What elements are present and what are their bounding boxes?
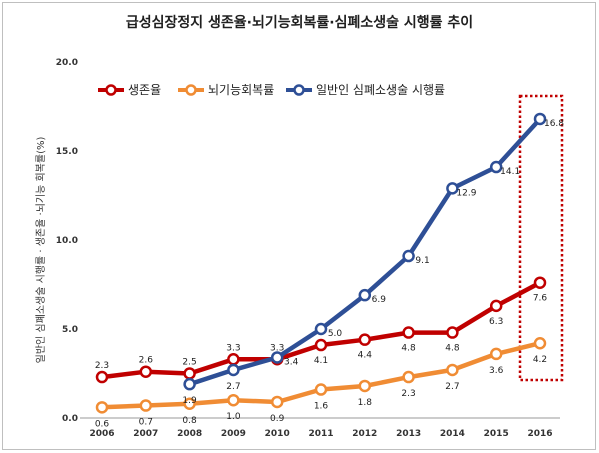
data-label: 4.8 — [445, 344, 460, 354]
legend-marker — [185, 84, 197, 96]
data-label: 1.0 — [226, 412, 241, 422]
data-label: 3.3 — [270, 343, 284, 353]
data-point — [139, 399, 153, 412]
data-label: 4.8 — [401, 344, 416, 354]
data-label: 3.6 — [489, 366, 504, 376]
data-point — [446, 326, 459, 339]
data-label: 2.3 — [95, 361, 109, 371]
data-point — [402, 326, 415, 339]
data-point — [270, 395, 284, 409]
data-point — [446, 182, 459, 195]
chart-title: 급성심장정지 생존율·뇌기능회복률·심폐소생술 시행률 추이 — [125, 15, 474, 31]
y-tick-label: 10.0 — [56, 236, 78, 246]
data-label: 1.6 — [314, 402, 329, 412]
data-point — [533, 336, 547, 350]
data-label: 0.6 — [95, 419, 110, 429]
data-point — [183, 367, 196, 380]
data-label: 6.9 — [372, 295, 387, 305]
data-point — [358, 379, 372, 393]
data-label: 0.8 — [182, 416, 197, 426]
x-tick-label: 2015 — [484, 429, 509, 439]
data-label: 2.3 — [401, 389, 415, 399]
data-label: 4.2 — [533, 355, 547, 365]
data-label: 14.1 — [500, 167, 520, 177]
y-tick-label: 0.0 — [62, 414, 78, 424]
axes: 0.0 5.0 10.0 15.0 20.0 2006 2007 2008 2009 2010 20… — [35, 58, 560, 439]
x-tick-label: 2007 — [133, 429, 158, 439]
data-point — [95, 370, 109, 384]
data-label: 2.5 — [182, 358, 196, 368]
data-label: 4.4 — [358, 351, 373, 361]
data-label: 2.6 — [139, 356, 154, 366]
data-label: 5.0 — [328, 329, 343, 339]
data-label: 3.3 — [226, 343, 240, 353]
data-point — [402, 370, 415, 384]
x-tick-label: 2012 — [352, 429, 377, 439]
data-label: 2.7 — [445, 382, 459, 392]
data-point — [314, 338, 328, 352]
legend: 생존율 뇌기능회복률 일반인 심폐소생술 시행률 — [98, 82, 445, 97]
legend-label: 뇌기능회복률 — [208, 83, 274, 97]
data-point — [489, 299, 503, 313]
x-tick-label: 2013 — [396, 429, 421, 439]
highlight-layer — [518, 94, 564, 382]
data-label: 6.3 — [489, 317, 503, 327]
data-label: 1.8 — [358, 398, 373, 408]
data-point — [227, 353, 240, 366]
x-tick-label: 2014 — [440, 429, 465, 439]
series-line — [101, 341, 541, 410]
data-point — [489, 160, 503, 174]
data-label: 2.7 — [226, 382, 240, 392]
data-label: 1.9 — [182, 396, 197, 406]
x-tick-label: 2011 — [308, 429, 333, 439]
data-point — [402, 249, 415, 263]
data-label: 0.7 — [139, 418, 153, 428]
x-tick-label: 2009 — [221, 429, 246, 439]
data-point — [139, 365, 153, 378]
x-tick-label: 2010 — [265, 429, 290, 439]
x-tick-label: 2006 — [89, 429, 114, 439]
data-label: 4.1 — [314, 356, 328, 366]
data-labels-layer: 2.3 2.6 2.5 3.3 3.3 4.1 4.4 4.8 4.8 6.3 7.6 0.6 0.7 0… — [95, 119, 564, 429]
data-point — [183, 377, 196, 391]
data-point — [533, 276, 547, 289]
legend-label: 생존율 — [128, 83, 161, 97]
y-tick-label: 5.0 — [62, 325, 78, 335]
x-tick-label: 2008 — [177, 429, 202, 439]
data-point — [227, 393, 240, 407]
y-tick-label: 15.0 — [56, 147, 78, 157]
data-point — [314, 322, 328, 336]
data-label: 3.4 — [284, 357, 299, 367]
data-point — [358, 333, 372, 346]
data-point — [446, 363, 459, 377]
data-label: 12.9 — [456, 188, 476, 198]
data-label: 0.9 — [270, 414, 285, 424]
data-label: 7.6 — [533, 294, 548, 304]
legend-marker — [105, 84, 117, 96]
y-axis-label: 일반인 심폐소생술 시행률 · 생존율 ·뇌기능 회복률(%) — [35, 137, 47, 364]
highlight-box — [518, 94, 564, 382]
x-tick-label: 2016 — [527, 429, 552, 439]
legend-label: 일반인 심폐소생술 시행률 — [316, 82, 445, 97]
data-point — [183, 397, 196, 411]
legend-marker — [293, 84, 305, 96]
data-label: 9.1 — [415, 256, 429, 266]
data-point — [489, 347, 503, 361]
data-point — [95, 401, 109, 414]
data-label: 16.8 — [544, 119, 564, 129]
data-point — [314, 383, 328, 396]
data-point — [358, 288, 372, 302]
data-point — [533, 112, 547, 126]
series-layer — [95, 112, 547, 414]
data-point — [227, 363, 240, 377]
y-tick-label: 20.0 — [56, 58, 78, 68]
data-point — [270, 351, 284, 364]
